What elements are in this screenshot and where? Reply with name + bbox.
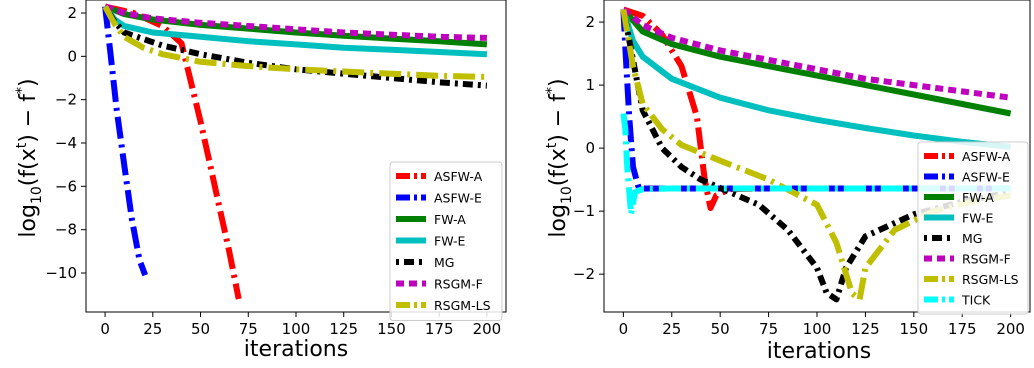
series-line-fw-e [102, 4, 488, 58]
series-line-mg [102, 4, 488, 89]
legend-label: FW-E [962, 211, 994, 226]
chart-left: 0 25 50 75 100 125 150 175 200 2 0 −2 −4 −6 −8 −10 ite… [14, 0, 507, 362]
y-tick-label: −2 [55, 91, 77, 109]
legend-left: ASFW-A ASFW-E FW-A FW-E MG RSGM-F RSGM-LS [389, 161, 503, 321]
series-line-mg [620, 8, 1012, 303]
legend-right: ASFW-A ASFW-E FW-A FW-E MG RSGM-F RSGM-LS TICK [917, 141, 1029, 315]
y-tick-label: −10 [45, 264, 77, 282]
x-tick-label: 25 [662, 320, 681, 338]
x-tick-label: 0 [619, 320, 629, 338]
x-ticks-left: 0 25 50 75 100 125 150 175 200 [100, 312, 501, 338]
legend-label: RSGM-F [962, 252, 1011, 267]
y-tick-label: 2 [585, 13, 595, 31]
x-tick-label: 25 [143, 320, 162, 338]
x-tick-label: 100 [803, 320, 832, 338]
x-tick-label: 75 [759, 320, 778, 338]
x-tick-label: 175 [425, 320, 454, 338]
y-tick-label: 0 [67, 47, 77, 65]
y-tick-label: −1 [573, 202, 595, 220]
series-line-asfw-e [102, 6, 149, 277]
x-tick-label: 150 [377, 320, 406, 338]
y-tick-label: −4 [55, 134, 77, 152]
legend-label: ASFW-E [962, 170, 1010, 185]
series-line-rsgm-ls [102, 5, 487, 80]
x-tick-label: 200 [996, 320, 1025, 338]
x-tick-label: 200 [473, 320, 502, 338]
chart-right: 0 25 50 75 100 125 150 175 200 2 1 0 −1 −2 iteration… [544, 0, 1031, 364]
legend-label: RSGM-LS [962, 272, 1019, 287]
legend-label: MG [434, 255, 454, 270]
y-tick-label: −6 [55, 177, 77, 195]
legend-label: FW-A [962, 190, 994, 205]
legend-label: FW-A [434, 212, 466, 227]
x-tick-label: 0 [100, 320, 110, 338]
y-tick-label: −2 [573, 265, 595, 283]
legend-label: ASFW-E [434, 191, 482, 206]
x-axis-label-left: iterations [244, 337, 348, 362]
legend-label: TICK [961, 293, 991, 308]
legend-label: ASFW-A [962, 149, 1011, 164]
y-ticks-right: 2 1 0 −1 −2 [573, 13, 604, 283]
x-ticks-right: 0 25 50 75 100 125 150 175 200 [619, 312, 1025, 338]
x-axis-label-right: iterations [767, 339, 871, 364]
x-tick-label: 50 [711, 320, 730, 338]
x-tick-label: 75 [239, 320, 258, 338]
series-line-fw-e [620, 8, 1011, 150]
y-axis-label-right: log10(f(xt) − f*) [544, 78, 575, 237]
series-group-left [102, 3, 488, 300]
legend-label: ASFW-A [434, 169, 483, 184]
legend-label: FW-E [434, 234, 466, 249]
legend-label: MG [962, 231, 982, 246]
y-tick-label: −8 [55, 221, 77, 239]
series-group-right [620, 6, 1012, 303]
x-tick-label: 125 [329, 320, 358, 338]
y-tick-label: 0 [585, 139, 595, 157]
series-line-fw-a [621, 7, 1012, 117]
y-tick-label: 1 [585, 76, 595, 94]
series-line-rsgm-f [621, 7, 1011, 101]
series-line-rsgm-ls [620, 8, 1012, 303]
y-axis-label-left: log10(f(xt) − f*) [14, 78, 45, 237]
y-tick-label: 2 [67, 4, 77, 22]
legend-box [917, 141, 1029, 315]
legend-label: RSGM-F [434, 277, 483, 292]
series-line-tick [620, 113, 1011, 218]
x-tick-label: 175 [948, 320, 977, 338]
legend-box [389, 161, 503, 321]
y-ticks-left: 2 0 −2 −4 −6 −8 −10 [45, 4, 86, 282]
x-tick-label: 125 [851, 320, 880, 338]
series-line-rsgm-f [104, 3, 487, 41]
x-tick-label: 150 [899, 320, 928, 338]
legend-label: RSGM-LS [434, 298, 491, 313]
x-tick-label: 100 [282, 320, 311, 338]
x-tick-label: 50 [191, 320, 210, 338]
